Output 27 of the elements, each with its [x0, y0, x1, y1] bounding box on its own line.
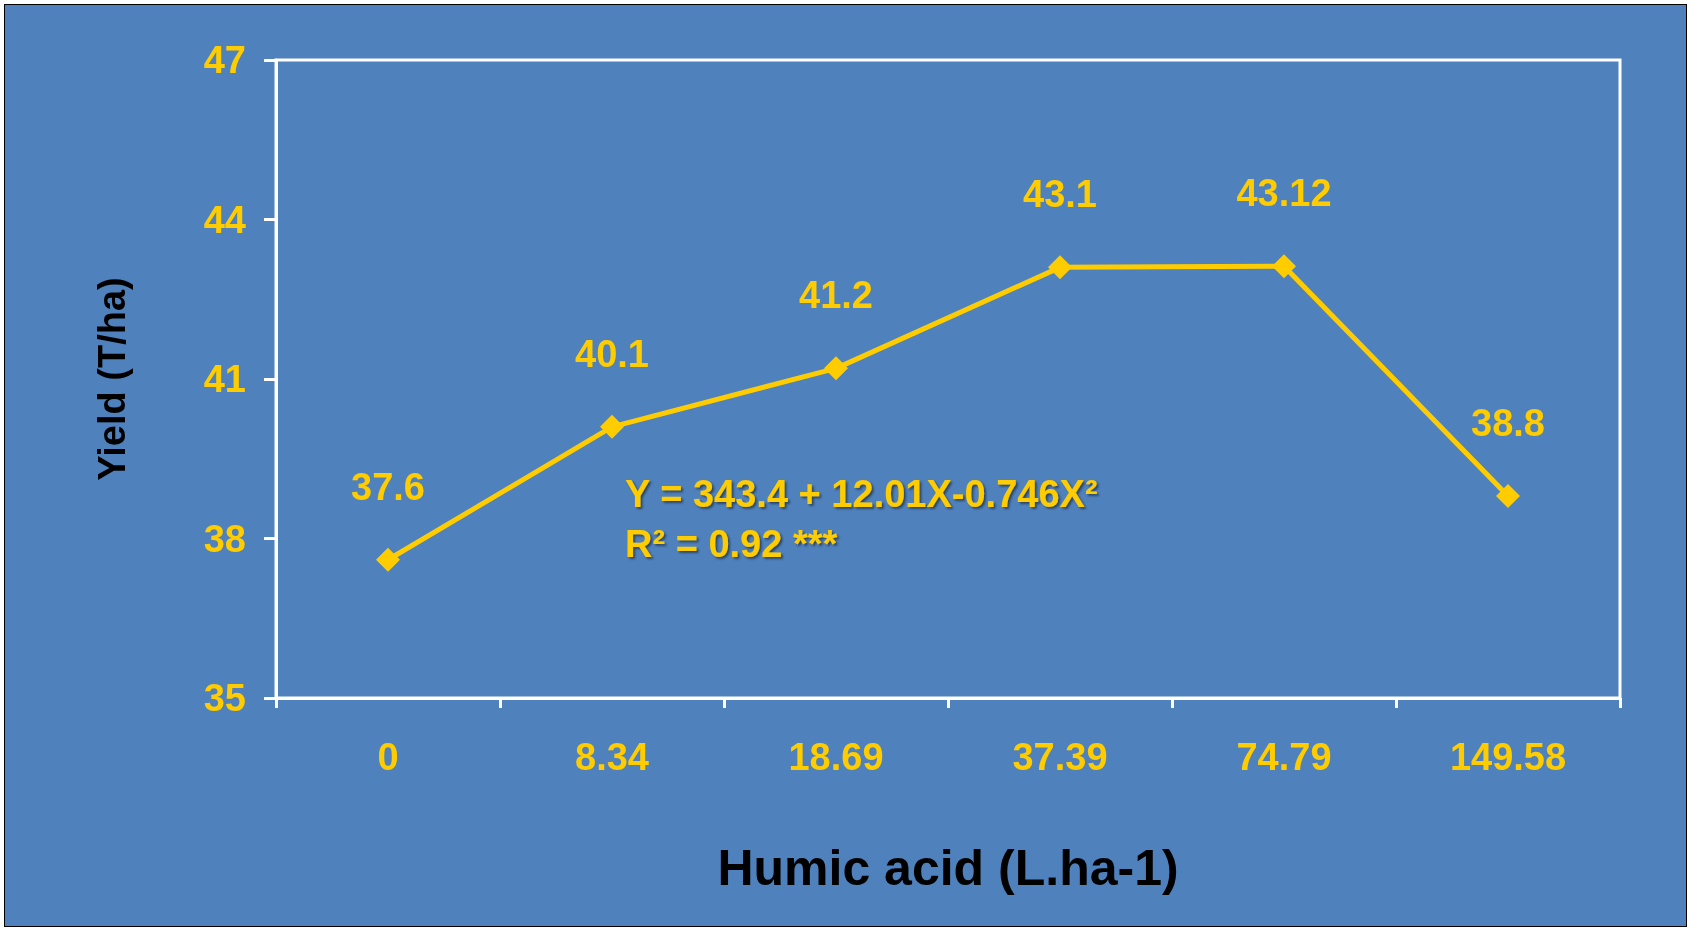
data-label: 41.2 — [799, 274, 873, 317]
y-tick-label: 44 — [203, 198, 246, 241]
point — [1272, 254, 1296, 279]
y-axis-title: Yield (T/ha) — [91, 277, 133, 481]
x-tick-label: 149.58 — [1449, 736, 1567, 778]
data-label: 43.12 — [1236, 172, 1332, 215]
data-label: 43.1 — [1023, 173, 1097, 216]
data-label: 37.6 — [351, 465, 425, 508]
data-label: 40.1 — [575, 332, 649, 375]
x-tick-label: 18.69 — [788, 736, 884, 778]
point — [600, 414, 624, 439]
y-tick-label: 47 — [203, 39, 246, 81]
x-tick-label: 8.34 — [575, 736, 649, 778]
y-tick-label: 41 — [203, 358, 246, 400]
point — [376, 547, 400, 572]
x-axis-title: Humic acid (L.ha-1) — [717, 840, 1179, 896]
x-tick-label: 74.79 — [1236, 736, 1332, 778]
annotation: Y = 343.4 + 12.01X-0.746X² — [625, 473, 1098, 515]
x-tick-label: 37.39 — [1012, 736, 1108, 778]
data-label: 38.8 — [1471, 401, 1545, 444]
x-tick-label: 0 — [377, 736, 399, 778]
point — [824, 356, 848, 381]
point — [1496, 483, 1520, 508]
annotation: R² = 0.92 *** — [625, 523, 838, 565]
point — [1048, 255, 1072, 280]
y-tick-label: 38 — [203, 517, 246, 560]
y-tick-label: 35 — [203, 677, 246, 719]
